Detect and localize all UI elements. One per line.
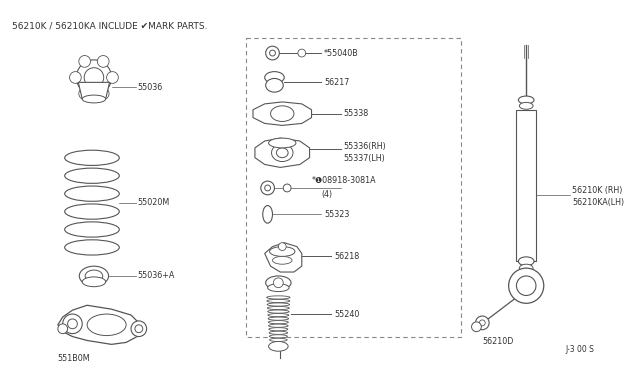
Ellipse shape <box>520 102 533 109</box>
Text: 56210K / 56210KA INCLUDE ✔MARK PARTS.: 56210K / 56210KA INCLUDE ✔MARK PARTS. <box>12 22 207 31</box>
Circle shape <box>472 322 481 332</box>
Ellipse shape <box>87 314 126 336</box>
Circle shape <box>476 316 489 330</box>
Ellipse shape <box>65 204 119 219</box>
Circle shape <box>269 50 275 56</box>
Circle shape <box>265 185 271 191</box>
Circle shape <box>266 46 279 60</box>
Text: (4): (4) <box>321 190 332 199</box>
Ellipse shape <box>268 284 289 292</box>
Ellipse shape <box>85 270 102 282</box>
Circle shape <box>84 68 104 87</box>
Ellipse shape <box>518 257 534 266</box>
Ellipse shape <box>269 341 288 351</box>
Circle shape <box>273 278 284 288</box>
Ellipse shape <box>266 276 291 290</box>
Ellipse shape <box>65 222 119 237</box>
Circle shape <box>516 276 536 295</box>
Ellipse shape <box>269 335 287 338</box>
Ellipse shape <box>269 138 296 148</box>
Text: *❶08918-3081A: *❶08918-3081A <box>312 176 376 185</box>
Circle shape <box>135 325 143 333</box>
Circle shape <box>58 324 68 334</box>
Polygon shape <box>253 102 312 125</box>
Ellipse shape <box>268 307 289 310</box>
Polygon shape <box>58 305 141 344</box>
Ellipse shape <box>518 96 534 104</box>
Text: 55338: 55338 <box>344 109 369 118</box>
Text: 56210D: 56210D <box>483 337 514 346</box>
Circle shape <box>97 88 109 99</box>
Circle shape <box>131 321 147 337</box>
Ellipse shape <box>65 240 119 255</box>
Ellipse shape <box>265 72 284 83</box>
Text: 56217: 56217 <box>324 78 349 87</box>
Circle shape <box>97 55 109 67</box>
Ellipse shape <box>269 338 287 341</box>
Ellipse shape <box>520 264 533 272</box>
Ellipse shape <box>269 324 288 327</box>
Text: 55036: 55036 <box>138 83 163 92</box>
Text: 56218: 56218 <box>334 252 359 261</box>
Ellipse shape <box>267 299 290 302</box>
Text: 56210K (RH): 56210K (RH) <box>572 186 623 195</box>
Polygon shape <box>78 82 109 99</box>
Ellipse shape <box>82 277 106 287</box>
Circle shape <box>298 49 306 57</box>
Ellipse shape <box>79 266 109 286</box>
Ellipse shape <box>268 314 289 317</box>
Ellipse shape <box>271 144 293 161</box>
Ellipse shape <box>269 328 288 331</box>
Circle shape <box>68 319 77 329</box>
Circle shape <box>79 55 90 67</box>
Circle shape <box>278 243 286 250</box>
Circle shape <box>70 72 81 83</box>
Bar <box>246 38 461 337</box>
Text: 56210KA(LH): 56210KA(LH) <box>572 198 624 207</box>
Circle shape <box>509 268 544 303</box>
Ellipse shape <box>65 168 119 183</box>
Ellipse shape <box>269 247 295 256</box>
Polygon shape <box>265 243 302 272</box>
Circle shape <box>76 60 111 95</box>
Ellipse shape <box>273 256 292 264</box>
Text: *55040B: *55040B <box>324 49 359 58</box>
Ellipse shape <box>269 331 287 334</box>
Circle shape <box>284 184 291 192</box>
Polygon shape <box>255 138 310 167</box>
Text: 55240: 55240 <box>334 310 359 318</box>
Ellipse shape <box>82 95 106 103</box>
Ellipse shape <box>267 303 289 306</box>
Text: 55036+A: 55036+A <box>138 272 175 280</box>
Text: 55323: 55323 <box>324 210 349 219</box>
Ellipse shape <box>263 206 273 223</box>
Bar <box>516 110 536 261</box>
Ellipse shape <box>268 310 289 313</box>
Ellipse shape <box>268 317 289 320</box>
Ellipse shape <box>267 296 290 299</box>
Ellipse shape <box>271 106 294 122</box>
Circle shape <box>79 88 90 99</box>
Circle shape <box>479 320 485 326</box>
Circle shape <box>107 72 118 83</box>
Ellipse shape <box>65 186 119 201</box>
Circle shape <box>63 314 82 334</box>
Ellipse shape <box>65 150 119 166</box>
Ellipse shape <box>266 78 284 92</box>
Ellipse shape <box>276 148 288 158</box>
Text: 55336(RH): 55336(RH) <box>344 142 387 151</box>
Text: J-3 00 S: J-3 00 S <box>565 345 594 354</box>
Text: 55337(LH): 55337(LH) <box>344 154 385 163</box>
Text: 55020M: 55020M <box>138 198 170 207</box>
Circle shape <box>260 181 275 195</box>
Text: 551B0M: 551B0M <box>58 354 90 363</box>
Ellipse shape <box>268 321 289 324</box>
